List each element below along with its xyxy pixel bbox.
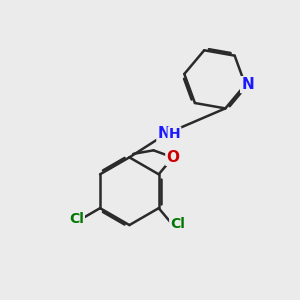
Text: Cl: Cl (69, 212, 84, 226)
Text: H: H (169, 128, 180, 141)
Text: N: N (158, 126, 170, 141)
Text: Cl: Cl (170, 218, 185, 231)
Text: O: O (167, 150, 179, 165)
Text: N: N (241, 77, 254, 92)
